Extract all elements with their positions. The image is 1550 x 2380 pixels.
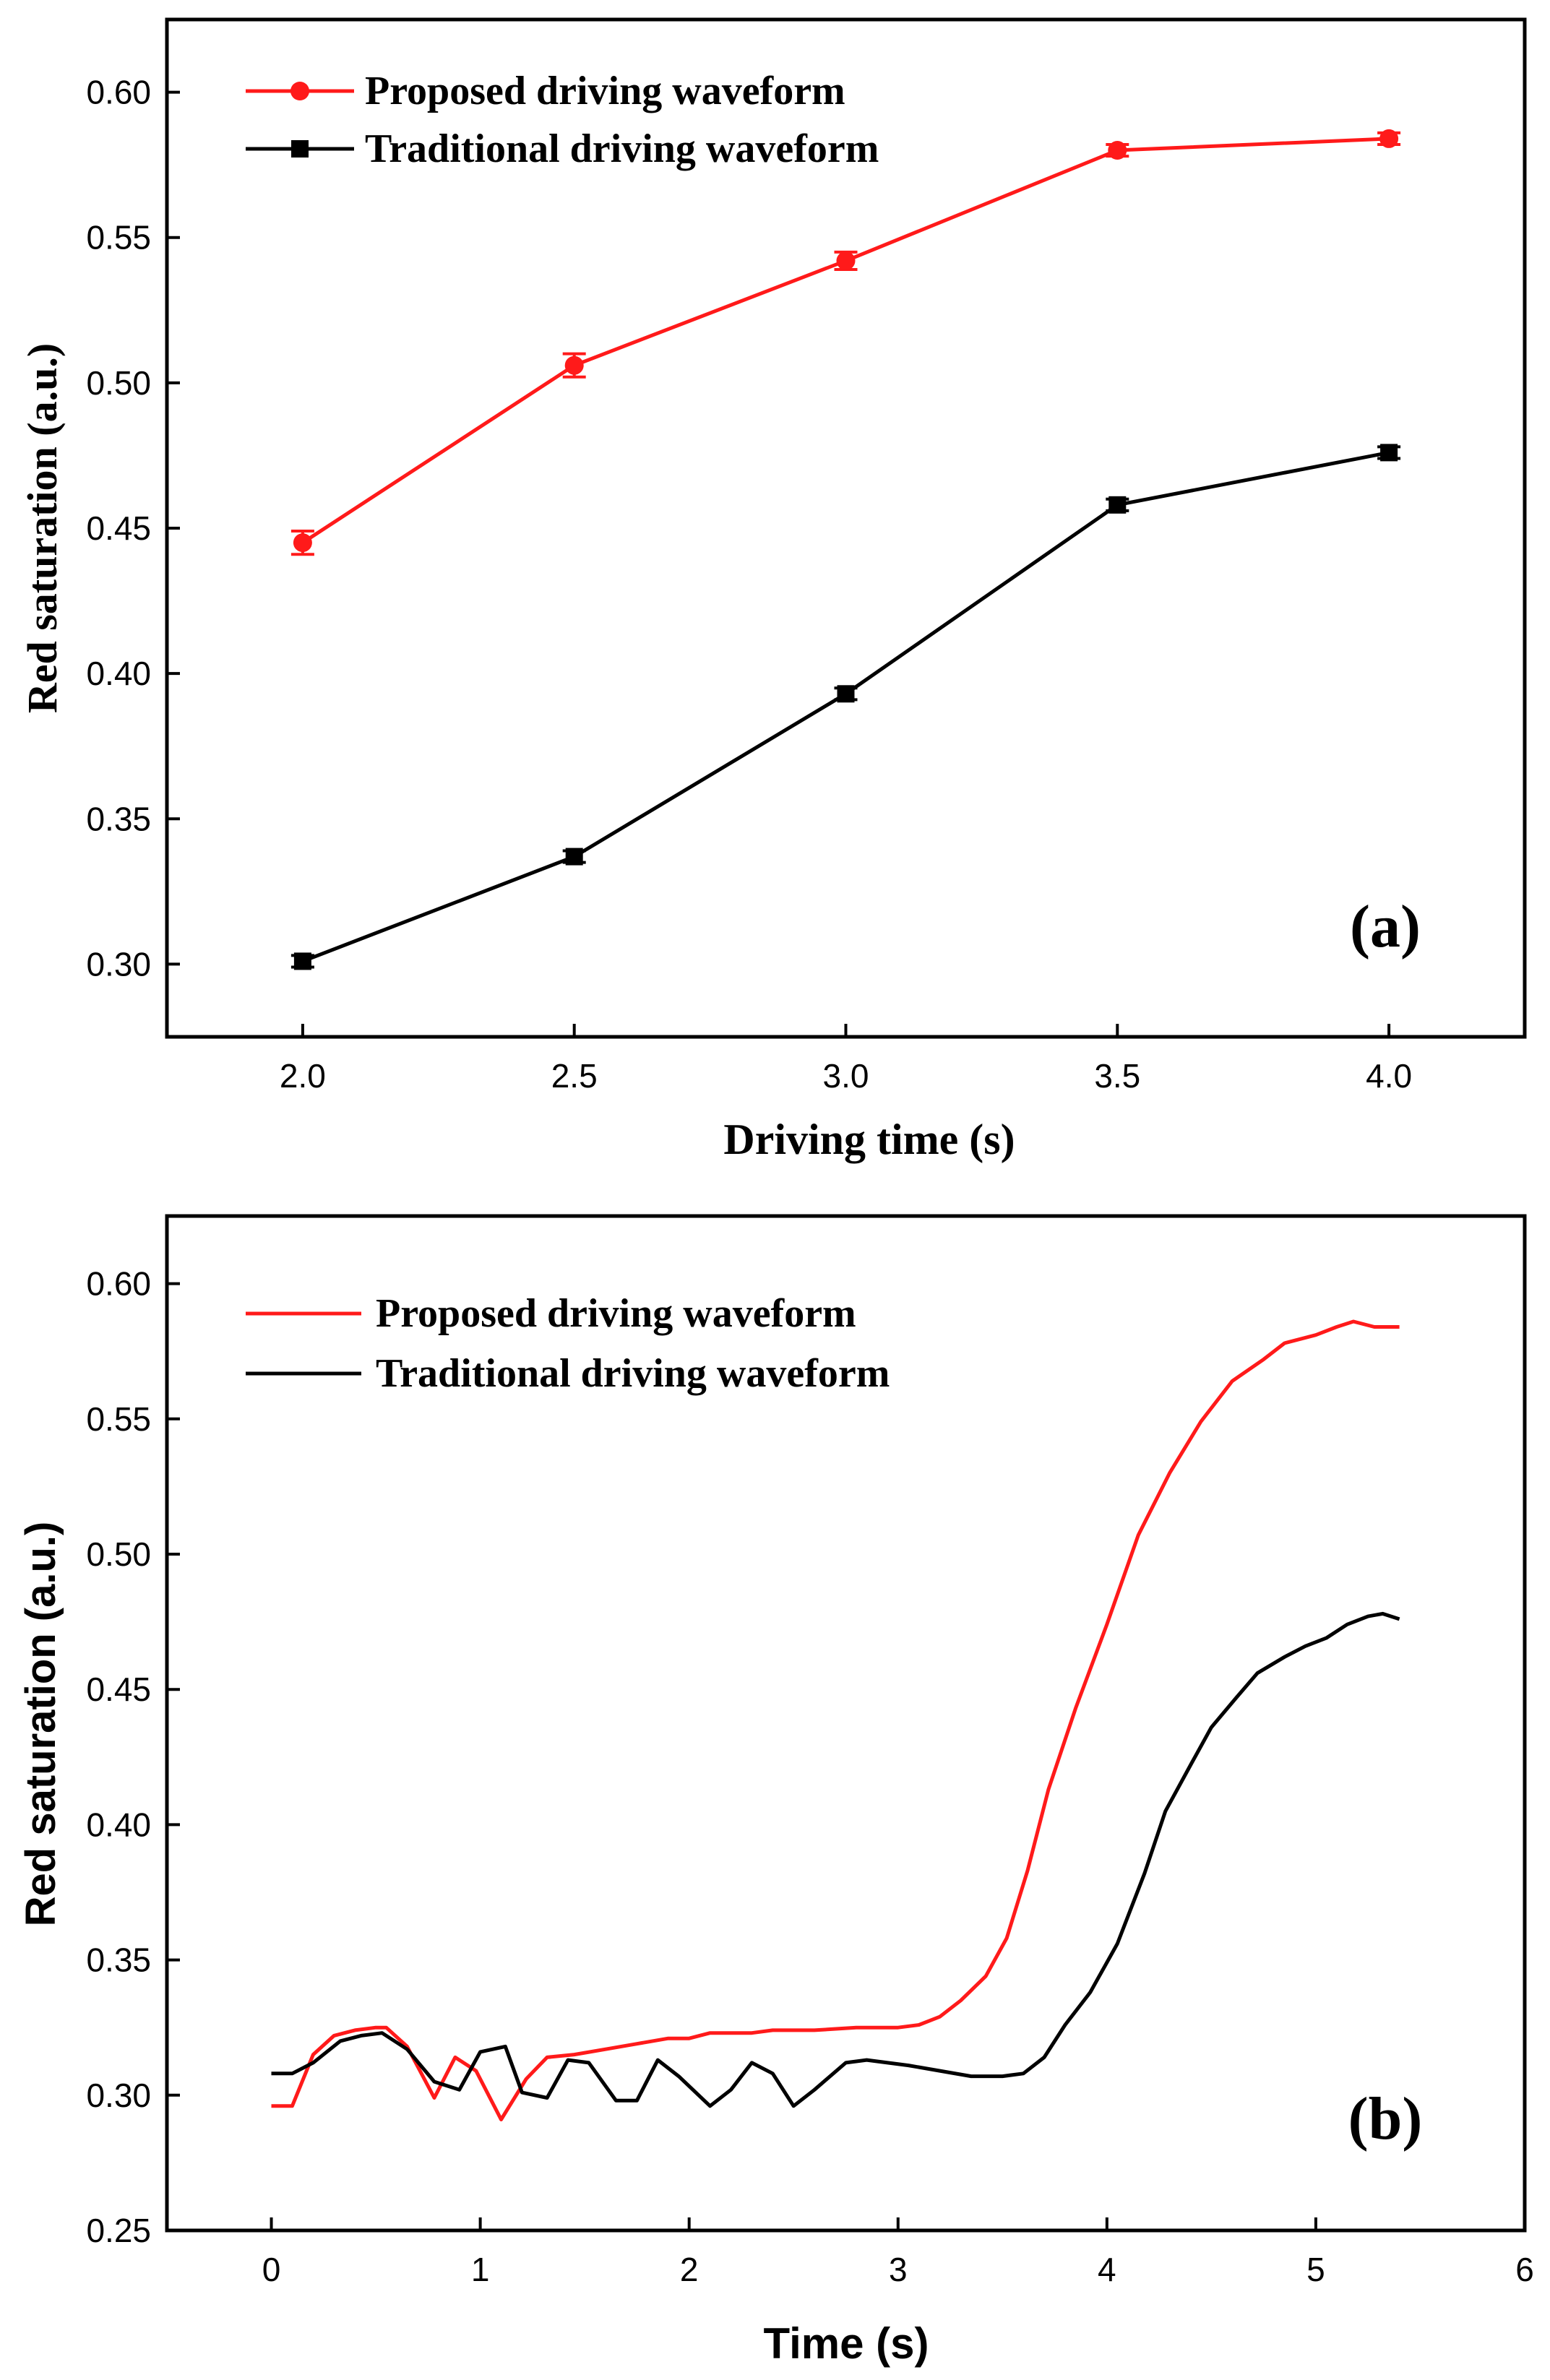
x-tick-label: 3.0 — [823, 1057, 869, 1095]
panel-b-x-ticks: 0 1 2 3 4 5 6 — [262, 2217, 1534, 2288]
series-line-0 — [271, 1319, 1400, 2121]
y-tick-label: 0.35 — [86, 1941, 151, 1979]
x-tick-label: 4 — [1098, 2251, 1116, 2288]
data-point — [1108, 496, 1127, 514]
y-tick-label: 0.40 — [86, 1806, 151, 1843]
data-point — [1379, 129, 1399, 148]
panel-b-y-axis-label: Red saturation (a.u.) — [17, 1522, 64, 1927]
panel-a-x-axis-label: Driving time (s) — [723, 1116, 1015, 1163]
y-tick-label: 0.45 — [86, 509, 151, 547]
panel-a-legend: Proposed driving waveform Traditional dri… — [246, 69, 879, 171]
series-line-0 — [301, 137, 1390, 545]
panel-a-series — [290, 129, 1401, 970]
legend-label: Traditional driving waveform — [365, 126, 879, 171]
x-tick-label: 3.5 — [1094, 1057, 1140, 1095]
x-tick-label: 2 — [680, 2251, 699, 2288]
y-tick-label: 0.35 — [86, 800, 151, 837]
data-point — [564, 355, 584, 375]
x-tick-label: 6 — [1515, 2251, 1534, 2288]
legend-marker — [291, 140, 309, 158]
panel-a-y-ticks: 0.30 0.35 0.40 0.45 0.50 0.55 0.60 — [86, 74, 180, 983]
data-point — [836, 251, 856, 270]
y-tick-label: 0.25 — [86, 2212, 151, 2249]
x-tick-label: 5 — [1306, 2251, 1325, 2288]
panel-b-label: (b) — [1348, 2085, 1423, 2152]
panel-b-frame — [165, 1214, 1527, 2233]
panel-a-label: (a) — [1350, 893, 1421, 960]
x-tick-label: 0 — [262, 2251, 281, 2288]
y-tick-label: 0.55 — [86, 219, 151, 256]
panel-b-x-axis-label: Time (s) — [764, 2319, 929, 2368]
panel-b-y-ticks: 0.25 0.30 0.35 0.40 0.45 0.50 0.55 0.60 — [86, 1265, 180, 2249]
data-point — [293, 952, 311, 970]
data-point — [565, 848, 583, 866]
panel-b-series — [271, 1319, 1400, 2121]
y-tick-label: 0.50 — [86, 1535, 151, 1573]
panel-a-frame — [165, 17, 1527, 1039]
x-tick-label: 1 — [471, 2251, 490, 2288]
y-tick-label: 0.40 — [86, 655, 151, 692]
legend-marker — [290, 82, 309, 100]
series-line-1 — [302, 450, 1390, 963]
panel-a-x-ticks: 2.0 2.5 3.0 3.5 4.0 — [280, 1024, 1412, 1095]
legend-label: Proposed driving waveform — [376, 1291, 856, 1336]
data-point — [1108, 141, 1127, 160]
series-line-1 — [271, 1611, 1400, 2108]
panel-a-chart: 0.30 0.35 0.40 0.45 0.50 0.55 0.60 2.0 2.5 3.0 3.… — [19, 17, 1527, 1163]
y-tick-label: 0.50 — [86, 364, 151, 402]
panel-b-chart: 0.25 0.30 0.35 0.40 0.45 0.50 0.55 0.60 0 1 2 3 4 5 6… — [17, 1214, 1534, 2368]
x-tick-label: 2.5 — [551, 1057, 598, 1095]
panel-a-y-axis-label: Red saturation (a.u.) — [19, 343, 66, 713]
y-tick-label: 0.60 — [86, 74, 151, 111]
y-tick-label: 0.30 — [86, 2077, 151, 2114]
legend-label: Proposed driving waveform — [365, 69, 845, 113]
data-point — [837, 685, 855, 703]
x-tick-label: 3 — [889, 2251, 908, 2288]
y-tick-label: 0.55 — [86, 1400, 151, 1438]
y-tick-label: 0.60 — [86, 1265, 151, 1303]
x-tick-label: 4.0 — [1366, 1057, 1412, 1095]
y-tick-label: 0.45 — [86, 1670, 151, 1708]
y-tick-label: 0.30 — [86, 945, 151, 983]
x-tick-label: 2.0 — [280, 1057, 326, 1095]
data-point — [1380, 444, 1398, 462]
data-point — [293, 533, 312, 553]
legend-label: Traditional driving waveform — [376, 1351, 890, 1396]
panel-b-legend: Proposed driving waveform Traditional dri… — [246, 1291, 890, 1396]
